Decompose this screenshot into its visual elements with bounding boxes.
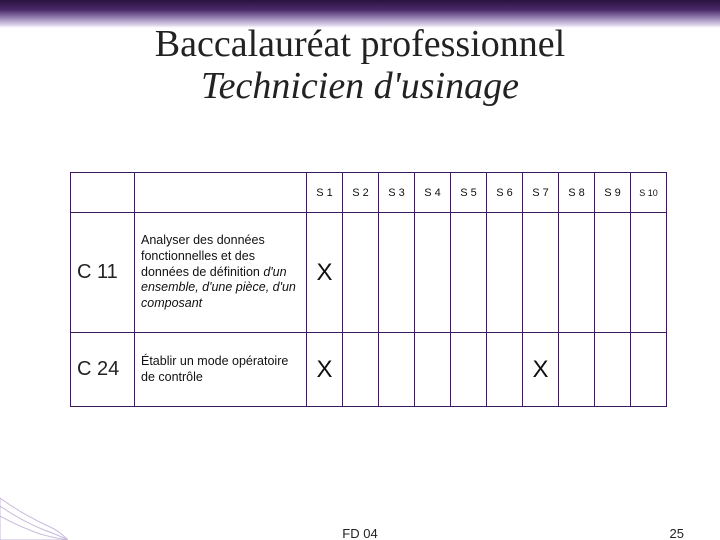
header-s2: S 2	[343, 173, 379, 213]
table-row: C 11 Analyser des données fonctionnelles…	[71, 213, 667, 333]
header-s10: S 10	[631, 173, 667, 213]
cell-mark	[415, 333, 451, 407]
cell-mark	[487, 333, 523, 407]
cell-mark	[559, 333, 595, 407]
header-s9: S 9	[595, 173, 631, 213]
cell-mark	[343, 213, 379, 333]
corner-decoration-icon	[0, 490, 68, 540]
header-blank-desc	[135, 173, 307, 213]
header-s6: S 6	[487, 173, 523, 213]
cell-mark	[415, 213, 451, 333]
cell-mark	[631, 333, 667, 407]
title-line-1: Baccalauréat professionnel	[0, 22, 720, 66]
cell-mark: X	[307, 213, 343, 333]
cell-mark	[379, 213, 415, 333]
table-row: C 24 Établir un mode opératoire de contr…	[71, 333, 667, 407]
header-s3: S 3	[379, 173, 415, 213]
row-desc: Établir un mode opératoire de contrôle	[135, 333, 307, 407]
cell-mark: X	[307, 333, 343, 407]
row-desc: Analyser des données fonctionnelles et d…	[135, 213, 307, 333]
cell-mark	[595, 333, 631, 407]
cell-mark	[451, 213, 487, 333]
footer-page-number: 25	[670, 526, 684, 540]
table: S 1 S 2 S 3 S 4 S 5 S 6 S 7 S 8 S 9 S 10…	[70, 172, 667, 407]
header-s8: S 8	[559, 173, 595, 213]
header-s7: S 7	[523, 173, 559, 213]
header-s1: S 1	[307, 173, 343, 213]
row-desc-plain: Analyser des données fonctionnelles et d…	[141, 233, 265, 278]
cell-mark	[487, 213, 523, 333]
cell-mark	[631, 213, 667, 333]
cell-mark	[343, 333, 379, 407]
cell-mark	[379, 333, 415, 407]
footer-center: FD 04	[342, 526, 377, 540]
header-s4: S 4	[415, 173, 451, 213]
row-desc-plain: Établir un mode opératoire de contrôle	[141, 354, 288, 384]
cell-mark: X	[523, 333, 559, 407]
cell-mark	[559, 213, 595, 333]
cell-mark	[451, 333, 487, 407]
slide-title: Baccalauréat professionnel Technicien d'…	[0, 22, 720, 108]
header-s5: S 5	[451, 173, 487, 213]
cell-mark	[523, 213, 559, 333]
competency-table: S 1 S 2 S 3 S 4 S 5 S 6 S 7 S 8 S 9 S 10…	[70, 172, 666, 407]
table-header-row: S 1 S 2 S 3 S 4 S 5 S 6 S 7 S 8 S 9 S 10	[71, 173, 667, 213]
row-code: C 11	[71, 213, 135, 333]
title-line-2: Technicien d'usinage	[0, 64, 720, 108]
row-code: C 24	[71, 333, 135, 407]
cell-mark	[595, 213, 631, 333]
header-blank-code	[71, 173, 135, 213]
